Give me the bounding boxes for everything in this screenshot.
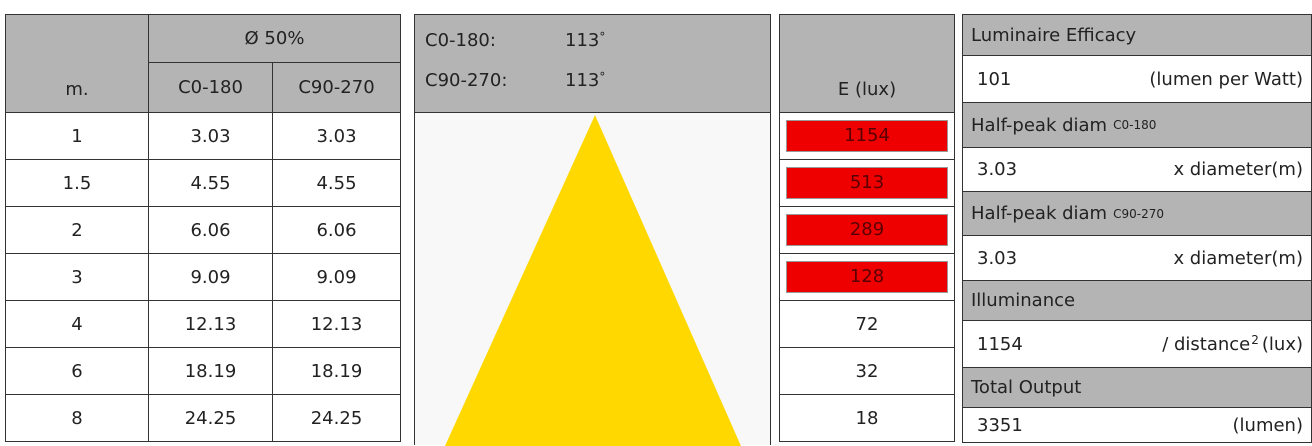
angle-label: C0-180:	[425, 30, 496, 51]
table-row: 72	[779, 300, 955, 348]
unit-text: (lumen per Watt)	[1149, 68, 1303, 90]
table-row: 513	[779, 159, 955, 207]
angle-row: C0-180: 113 °	[425, 21, 760, 61]
summary-label: Half-peak diam C90-270	[962, 192, 1312, 236]
table-row: 128	[779, 253, 955, 301]
table-cell: 18.19	[272, 347, 401, 395]
summary-label: Illuminance	[962, 281, 1312, 321]
beam-header: C0-180: 113 ° C90-270: 113 °	[415, 15, 770, 113]
value-text: 3.03	[977, 159, 1018, 180]
label-text: Total Output	[971, 377, 1082, 398]
value-text: 3.03	[977, 247, 1018, 269]
table-cell: 1154	[779, 112, 955, 160]
table-cell: 3	[5, 253, 149, 301]
table-row: 1 3.03 3.03	[5, 112, 401, 160]
table-cell: 1	[5, 112, 149, 160]
table-cell: 4	[5, 300, 149, 348]
summary-label: Half-peak diam C0-180	[962, 103, 1312, 148]
value-text: 101	[977, 68, 1012, 90]
table-cell: 128	[779, 253, 955, 301]
label-text: Illuminance	[971, 290, 1076, 311]
label-text: Half-peak diam	[971, 203, 1108, 224]
table-cell: 2	[5, 206, 149, 254]
table-cell: 3.03	[148, 112, 273, 160]
table-cell: 3.03	[272, 112, 401, 160]
angle-unit: °	[599, 70, 606, 84]
beam-graphic	[445, 115, 741, 446]
angle-value: 113	[565, 30, 600, 51]
angle-row: C90-270: 113 °	[425, 61, 760, 101]
table-row: 32	[779, 347, 955, 395]
table-cell: 8	[5, 394, 149, 442]
table-cell: 24.25	[148, 394, 273, 442]
header-cell: C0-180	[148, 62, 273, 113]
label-sub: C90-270	[1113, 206, 1164, 221]
table-cell: 513	[779, 159, 955, 207]
table-cell: 289	[779, 206, 955, 254]
summary-label: Total Output	[962, 368, 1312, 408]
summary-value: 101 (lumen per Watt)	[962, 56, 1312, 103]
summary-value: 3.03 x diameter(m)	[962, 236, 1312, 281]
table-row: 1.5 4.55 4.55	[5, 159, 401, 207]
summary-value: 1154 / distance 2 (lux)	[962, 321, 1312, 368]
label-sub: C0-180	[1113, 118, 1157, 132]
beam-panel: C0-180: 113 ° C90-270: 113 °	[414, 14, 771, 446]
highlight-value: 128	[786, 261, 948, 293]
unit-text: x diameter(m)	[1173, 159, 1303, 180]
table-cell: 12.13	[272, 300, 401, 348]
header-cell: E (lux)	[779, 14, 955, 113]
summary-value: 3.03 x diameter(m)	[962, 148, 1312, 192]
table-row: 18	[779, 394, 955, 442]
beam-triangle	[445, 115, 741, 446]
table-cell: 18	[779, 394, 955, 442]
table-cell: 24.25	[272, 394, 401, 442]
table-row: 4 12.13 12.13	[5, 300, 401, 348]
summary-label: Luminaire Efficacy	[962, 14, 1312, 56]
table-row: 3 9.09 9.09	[5, 253, 401, 301]
unit-text: / distance	[1162, 333, 1251, 355]
table-row: 289	[779, 206, 955, 254]
value-text: 3351	[977, 414, 1023, 436]
header-group: Ø 50%	[148, 14, 401, 63]
summary-value: 3351 (lumen)	[962, 408, 1312, 443]
table-cell: 18.19	[148, 347, 273, 395]
label-text: Luminaire Efficacy	[971, 24, 1137, 46]
table-cell: 1.5	[5, 159, 149, 207]
table-row: 2 6.06 6.06	[5, 206, 401, 254]
angle-label: C90-270:	[425, 70, 508, 91]
angle-unit: °	[599, 30, 606, 44]
unit-text: (lumen)	[1232, 414, 1303, 436]
table-cell: 4.55	[148, 159, 273, 207]
summary-panel: Luminaire Efficacy 101 (lumen per Watt) Hal…	[962, 14, 1312, 445]
unit-after: (lux)	[1261, 333, 1303, 355]
unit-text: x diameter(m)	[1173, 247, 1303, 269]
table-cell: 4.55	[272, 159, 401, 207]
table-cell: 12.13	[148, 300, 273, 348]
header-cell: C90-270	[272, 62, 401, 113]
illuminance-table: E (lux) 1154 513 289 128 72 32 18	[779, 14, 955, 442]
table-row: 1154	[779, 112, 955, 160]
table-cell: 9.09	[148, 253, 273, 301]
table-cell: 6	[5, 347, 149, 395]
highlight-value: 289	[786, 214, 948, 246]
highlight-value: 1154	[786, 120, 948, 152]
table-row: 8 24.25 24.25	[5, 394, 401, 442]
table-cell: 6.06	[148, 206, 273, 254]
unit-sup: 2	[1251, 333, 1259, 347]
label-text: Half-peak diam	[971, 114, 1108, 136]
table-cell: 32	[779, 347, 955, 395]
table-cell: 6.06	[272, 206, 401, 254]
header-cell: m.	[5, 14, 149, 113]
angle-value: 113	[565, 70, 600, 91]
table-cell: 9.09	[272, 253, 401, 301]
table-cell: 72	[779, 300, 955, 348]
diameter-table: m. Ø 50% C0-180 C90-270 1 3.03 3.03 1.5 4.55 4…	[5, 14, 401, 442]
highlight-value: 513	[786, 167, 948, 199]
table-row: 6 18.19 18.19	[5, 347, 401, 395]
value-text: 1154	[977, 333, 1023, 355]
